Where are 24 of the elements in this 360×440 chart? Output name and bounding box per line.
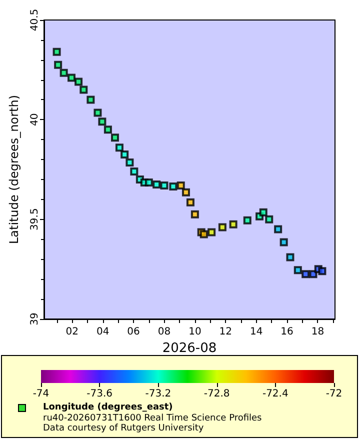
color-bar-label: -73.2	[145, 388, 172, 400]
y-axis-title: Latitude (degrees_north)	[7, 94, 21, 244]
x-tick-label: 16	[280, 326, 294, 338]
text: ru40-20260731T1600 Real Time Science Profiles	[43, 414, 262, 424]
color-bar-label: -73.6	[86, 388, 113, 400]
x-tick-label: 18	[311, 326, 324, 338]
x-axis-title: 2026-08	[162, 340, 217, 356]
y-tick-label: 39.5	[30, 208, 40, 230]
color-bar-title: Longitude (degrees_east)	[43, 402, 173, 412]
x-tick-label: 14	[250, 326, 263, 338]
x-tick-label: 12	[219, 326, 232, 338]
text: Data courtesy of Rutgers University	[43, 424, 204, 434]
y-tick-label: 40	[30, 113, 40, 126]
x-tick-label: 06	[127, 326, 140, 338]
y-tick-label: 40.5	[30, 8, 40, 32]
x-tick-label: 10	[188, 326, 202, 338]
color-bar-label: -72.4	[262, 388, 288, 400]
x-tick-label: 04	[96, 326, 110, 338]
color-bar-label: -72.8	[204, 388, 230, 400]
color-bar-label: -74	[32, 388, 50, 400]
color-bar-label: -72	[326, 388, 342, 400]
x-tick-label: 02	[66, 326, 79, 338]
y-tick-label: 39	[30, 312, 40, 326]
x-tick-label: 08	[158, 326, 171, 338]
